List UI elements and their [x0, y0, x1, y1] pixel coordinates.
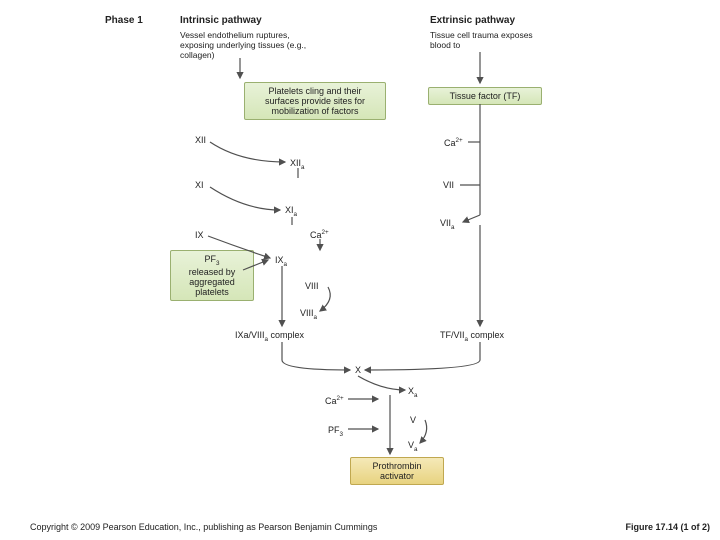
figure-number: Figure 17.14 (1 of 2) [625, 522, 710, 532]
label-XI: XI [195, 180, 204, 190]
extrinsic-title: Extrinsic pathway [430, 15, 515, 26]
label-Ca3: Ca2+ [325, 395, 344, 406]
intrinsic-desc: Vessel endothelium ruptures, exposing un… [180, 30, 320, 61]
pf3-box-pf3: PF3 [204, 254, 219, 264]
copyright-text: Copyright © 2009 Pearson Education, Inc.… [30, 522, 377, 532]
label-PF3b: PF3 [328, 425, 343, 438]
pf3-box: PF3 released by aggregated platelets [170, 250, 254, 301]
label-VIIa: VIIa [440, 218, 455, 231]
label-X: X [355, 365, 361, 375]
label-IXa: IXa [275, 255, 287, 268]
intrinsic-title: Intrinsic pathway [180, 15, 262, 26]
label-VIIIa: VIIIa [300, 308, 317, 321]
complex-right: TF/VIIa complex [440, 330, 504, 343]
label-VII: VII [443, 180, 454, 190]
pf3-box-text: released by aggregated platelets [189, 267, 236, 297]
prothrombin-box: Prothrombin activator [350, 457, 444, 485]
label-XIIa: XIIa [290, 158, 305, 171]
label-Xa: Xa [408, 386, 418, 399]
platelets-box: Platelets cling and their surfaces provi… [244, 82, 386, 120]
complex-left: IXa/VIIIa complex [235, 330, 304, 343]
label-IX: IX [195, 230, 204, 240]
label-Va: Va [408, 440, 418, 453]
phase-label: Phase 1 [105, 15, 143, 26]
extrinsic-desc: Tissue cell trauma exposes blood to [430, 30, 550, 50]
label-XIa: XIa [285, 205, 297, 218]
label-VIII: VIII [305, 281, 319, 291]
label-Ca1: Ca2+ [444, 137, 463, 148]
label-XII: XII [195, 135, 206, 145]
label-Ca2: Ca2+ [310, 229, 329, 240]
label-V: V [410, 415, 416, 425]
tissue-factor-box: Tissue factor (TF) [428, 87, 542, 105]
